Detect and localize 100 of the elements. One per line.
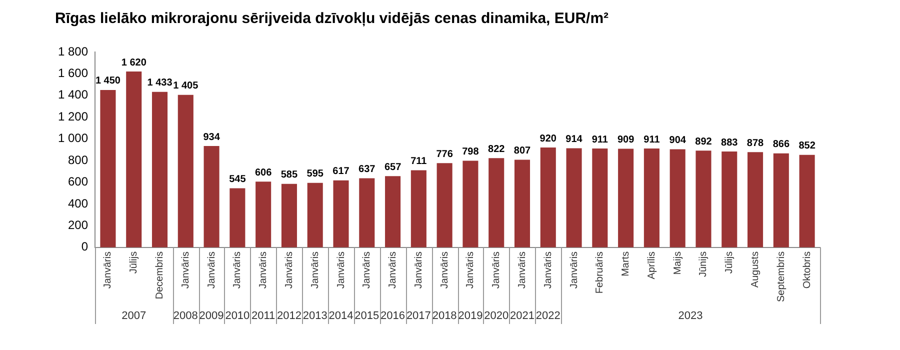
- bar: [514, 160, 530, 248]
- data-label: 1 433: [147, 78, 173, 89]
- y-tick-label: 200: [68, 218, 88, 232]
- y-tick-label: 800: [68, 152, 88, 167]
- data-label: 911: [592, 134, 608, 146]
- x-tick-label: Decembris: [154, 251, 166, 300]
- bar: [410, 170, 426, 248]
- data-label: 866: [772, 139, 790, 150]
- text: 2012: [276, 310, 302, 322]
- x-tick-label: Janvāris: [258, 251, 270, 289]
- text: 2017: [406, 310, 431, 322]
- text: 2009: [199, 310, 224, 322]
- data-label: 909: [617, 134, 635, 146]
- data-label: 904: [669, 135, 686, 146]
- data-label: 914: [566, 134, 583, 145]
- data-label: 1 620: [121, 57, 147, 68]
- bar: [333, 180, 349, 248]
- bar: [644, 148, 660, 248]
- text: 2014: [328, 310, 354, 322]
- text: 2018: [432, 310, 457, 322]
- y-tick-label: 1 600: [58, 66, 88, 80]
- data-label: 934: [203, 132, 220, 143]
- text: 2020: [484, 310, 509, 322]
- x-tick-label: Janvāris: [362, 251, 373, 289]
- data-label: 545: [229, 174, 246, 186]
- x-tick-label: Februāris: [594, 251, 606, 294]
- y-tick-label: 0: [81, 240, 88, 254]
- y-tick-label: 400: [68, 196, 88, 210]
- text: 2022: [536, 310, 560, 322]
- bar: [799, 154, 815, 248]
- data-label: 920: [540, 133, 557, 144]
- x-tick-label: Jūlijs: [724, 251, 736, 274]
- bar: [230, 188, 246, 248]
- data-label: 1 450: [95, 76, 121, 87]
- x-tick-label: Jūnijs: [698, 251, 710, 277]
- bar: [696, 150, 712, 248]
- y-tick-label: 1 800: [58, 44, 88, 58]
- data-label: 711: [410, 156, 428, 167]
- data-label: 807: [514, 146, 532, 157]
- data-label: 595: [306, 168, 324, 180]
- data-label: 883: [721, 137, 738, 148]
- bar: [281, 184, 297, 248]
- y-tick-label: 1 000: [58, 131, 88, 146]
- text: 2023: [678, 310, 703, 322]
- data-label: 606: [254, 167, 272, 178]
- data-label: 776: [436, 148, 454, 160]
- bar: [540, 148, 556, 248]
- x-tick-label: Janvāris: [413, 251, 424, 289]
- x-tick-label: Marts: [620, 251, 632, 276]
- bar: [773, 153, 789, 248]
- x-tick-label: Janvāris: [180, 251, 192, 289]
- bar: [359, 178, 375, 248]
- data-label: 617: [332, 166, 350, 178]
- y-tick-label: 1 200: [58, 109, 88, 124]
- bar: [592, 148, 608, 248]
- y-tick-label: 600: [68, 174, 88, 189]
- text: 2007: [122, 310, 146, 322]
- bar: [670, 149, 686, 248]
- bar: [100, 90, 116, 248]
- text: 2015: [354, 310, 380, 322]
- text: 2021: [510, 310, 534, 322]
- x-tick-label: Maijs: [672, 251, 684, 275]
- bar: [618, 148, 634, 248]
- text: 2011: [252, 310, 276, 322]
- bar: [385, 176, 401, 248]
- x-tick-label: Janvāris: [336, 251, 347, 289]
- bar: [566, 148, 582, 248]
- data-label: 798: [462, 146, 480, 158]
- text: 2016: [380, 310, 406, 322]
- data-label: 637: [358, 164, 376, 176]
- bar: [204, 146, 220, 248]
- data-label: 657: [384, 162, 402, 173]
- data-label: 852: [798, 140, 816, 152]
- x-tick-label: Janvāris: [491, 251, 502, 289]
- data-label: 585: [280, 170, 298, 181]
- x-tick-label: Aprīlis: [646, 251, 658, 280]
- bar: [436, 163, 452, 248]
- y-tick-label: 1 400: [58, 88, 88, 102]
- data-label: 1 405: [173, 80, 199, 92]
- x-tick-label: Augusts: [750, 251, 762, 288]
- bar: [748, 152, 764, 248]
- x-tick-label: Janvāris: [542, 251, 554, 289]
- x-tick-label: Janvāris: [232, 251, 244, 289]
- bar: [256, 182, 272, 248]
- text: 2008: [173, 310, 198, 322]
- bar: [488, 158, 504, 248]
- bar: [722, 152, 738, 248]
- bar: [462, 160, 478, 248]
- chart-title: Rīgas lielāko mikrorajonu sērijveida dzīvokļu vidējās cenas dinamika, EUR/m²: [55, 10, 609, 28]
- x-tick-label: Janvāris: [102, 251, 114, 289]
- x-tick-label: Janvāris: [439, 251, 450, 289]
- data-label: 892: [695, 136, 712, 148]
- x-tick-label: Janvāris: [568, 251, 580, 289]
- data-label: 911: [644, 134, 660, 146]
- x-tick-label: Janvāris: [516, 251, 528, 289]
- x-tick-label: Jūlijs: [128, 251, 140, 274]
- x-tick-label: Janvāris: [465, 251, 476, 289]
- x-tick-label: Janvāris: [284, 251, 295, 289]
- x-tick-label: Janvāris: [310, 251, 321, 289]
- text: 2010: [225, 310, 250, 322]
